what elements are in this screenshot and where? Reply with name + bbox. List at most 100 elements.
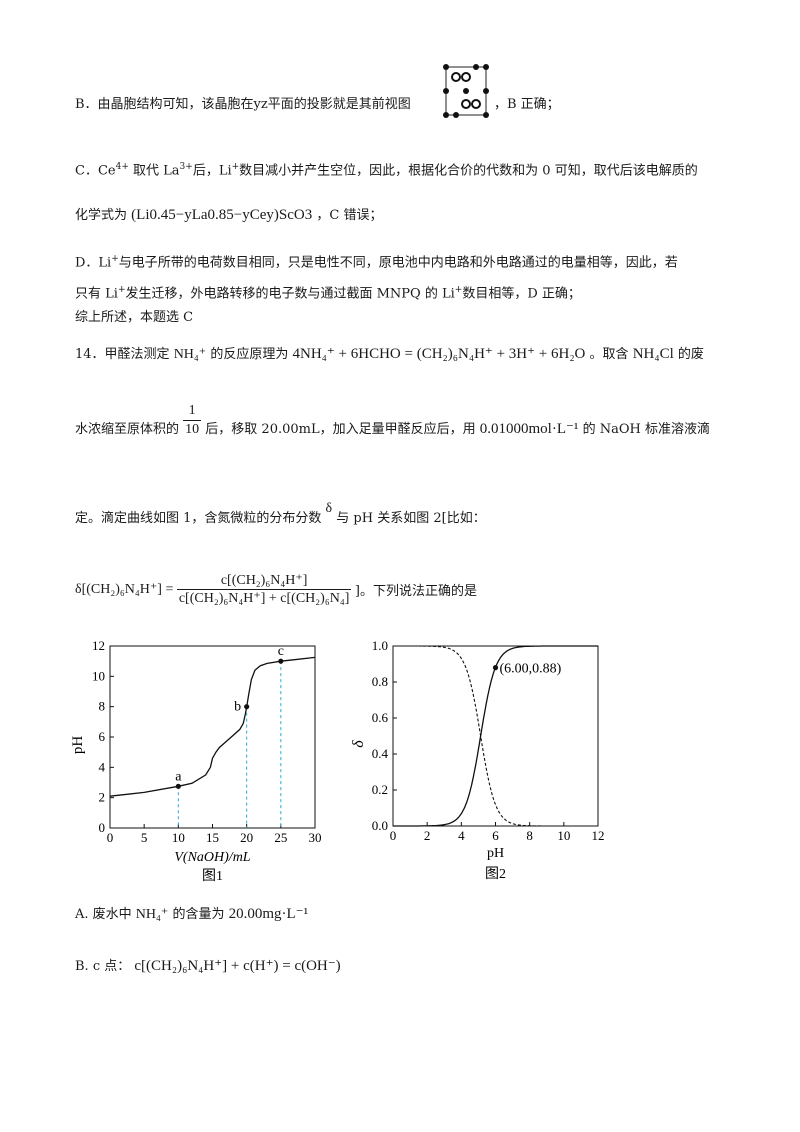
text-part: 只有 Li bbox=[75, 286, 118, 302]
text-part: B. c 点： bbox=[75, 959, 131, 974]
y-tick-label: 0.0 bbox=[372, 818, 388, 833]
text-part: 的含量为 bbox=[172, 907, 225, 922]
summary-text: 综上所述，本题选 C bbox=[75, 310, 194, 325]
text-part: 取代 La bbox=[128, 163, 180, 179]
y-axis-label: δ bbox=[350, 740, 367, 748]
question-14-stem-3: 定。滴定曲线如图 1，含氮微粒的分布分数 δ 与 pH 关系如图 2[比如： bbox=[75, 501, 486, 528]
definition-denominator: c[(CH₂)₆N₄H⁺] + c[(CH₂)₆N₄] bbox=[176, 589, 352, 606]
reaction-equation: 4NH₄⁺ + 6HCHO = (CH₂)₆N₄H⁺ + 3H⁺ + 6H₂O bbox=[292, 346, 586, 362]
charge: 4+ bbox=[115, 162, 129, 172]
x-tick-label: 5 bbox=[141, 830, 148, 845]
definition-fraction: c[(CH₂)₆N₄H⁺] c[(CH₂)₆N₄H⁺] + c[(CH₂)₆N₄… bbox=[176, 572, 352, 607]
crystal-projection-figure bbox=[443, 64, 489, 118]
option-c-formula-line: 化学式为 (Li0.45−yLa0.85−yCey)ScO3 ，C 错误； bbox=[75, 206, 382, 225]
y-tick-label: 2 bbox=[99, 790, 106, 805]
charge: + bbox=[117, 285, 126, 295]
plot-frame bbox=[392, 645, 599, 827]
ammonium-formula: NH₄⁺ bbox=[135, 907, 169, 922]
option-c-verdict: ，C 错误； bbox=[316, 208, 383, 223]
ammonium-content-value: 20.00mg·L⁻¹ bbox=[228, 906, 309, 922]
option-b-explanation: B．由晶胞结构可知，该晶胞在yz平面的投影就是其前视图 bbox=[75, 96, 411, 114]
text-part: 。取含 bbox=[589, 347, 629, 362]
point-label: a bbox=[175, 769, 182, 784]
distribution-fraction-definition: δ[(CH₂)₆N₄H⁺] = c[(CH₂)₆N₄H⁺] c[(CH₂)₆N₄… bbox=[75, 572, 477, 607]
option-b-suffix: ，B 正确； bbox=[494, 96, 560, 114]
option-d-verdict: 数目相等，D 正确； bbox=[462, 286, 581, 302]
y-tick-label: 0.6 bbox=[372, 710, 389, 725]
point-label: c bbox=[278, 644, 284, 659]
x-tick-label: 4 bbox=[458, 828, 465, 843]
text-part: D．Li bbox=[75, 255, 112, 271]
x-tick-label: 15 bbox=[206, 830, 219, 845]
annotated-point bbox=[492, 665, 499, 671]
acid-form-curve bbox=[393, 645, 598, 827]
y-tick-label: 4 bbox=[99, 759, 106, 774]
charge: + bbox=[111, 254, 119, 264]
x-tick-label: 25 bbox=[274, 830, 287, 845]
text-part: 与电子所带的电荷数目相同，只是电性不同，原电池中内电路和外电路通过的电量相等，因… bbox=[118, 255, 678, 271]
text-part: 发生迁移，外电路转移的电子数与通过截面 MNPQ 的 Li bbox=[125, 286, 455, 302]
x-tick-label: 30 bbox=[309, 830, 322, 845]
y-tick-label: 6 bbox=[99, 729, 106, 744]
charge: + bbox=[454, 285, 463, 295]
titration-curve-chart: 0 5 10 15 20 25 30 0 2 4 6 8 10 12 a b c V(NaOH)/mL 图1 pH bbox=[70, 638, 322, 884]
ammonium-chloride-formula: NH₄Cl bbox=[632, 346, 674, 362]
option-b-verdict: ，B 正确； bbox=[494, 97, 560, 112]
y-tick-label: 8 bbox=[99, 699, 106, 714]
text-part: A. 废水中 bbox=[75, 907, 132, 922]
x-tick-label: 0 bbox=[107, 830, 114, 845]
fraction-one-tenth: 1 10 bbox=[183, 402, 202, 439]
text-part: 定。滴定曲线如图 1，含氮微粒的分布分数 bbox=[75, 511, 322, 526]
text-part: 的 NaOH 标准溶液滴 bbox=[582, 422, 710, 437]
y-axis-label: pH bbox=[70, 736, 86, 755]
naoh-concentration: 0.01000mol·L⁻¹ bbox=[479, 421, 579, 437]
base-form-curve bbox=[393, 645, 598, 827]
y-tick-label: 1.0 bbox=[372, 638, 388, 653]
y-tick-label: 0.8 bbox=[372, 674, 388, 689]
option-b-text: B．由晶胞结构可知，该晶胞在yz平面的投影就是其前视图 bbox=[75, 97, 411, 112]
text-part: 数目减小并产生空位，因此，根据化合价的代数和为 0 可知，取代后该电解质的 bbox=[239, 163, 698, 179]
x-tick-label: 2 bbox=[424, 828, 431, 843]
y-tick-label: 10 bbox=[92, 668, 105, 683]
summary-line: 综上所述，本题选 C bbox=[75, 309, 193, 327]
text-part: 水浓缩至原体积的 bbox=[75, 422, 180, 437]
fraction-numerator: 1 bbox=[188, 403, 196, 418]
point-b bbox=[244, 704, 250, 710]
question-14-stem: 14．甲醛法测定 NH₄⁺ 的反应原理为 4NH₄⁺ + 6HCHO = (CH… bbox=[75, 345, 704, 364]
titration-curve bbox=[109, 656, 316, 797]
point-c bbox=[278, 658, 284, 664]
x-tick-label: 8 bbox=[526, 828, 533, 843]
y-tick-label: 0 bbox=[99, 820, 106, 835]
x-tick-label: 6 bbox=[492, 828, 499, 843]
question-14-stem-2: 水浓缩至原体积的 1 10 后，移取 20.00mL，加入足量甲醛反应后，用 0… bbox=[75, 403, 710, 439]
ammonium-formula: NH₄⁺ bbox=[173, 347, 207, 362]
option-a: A. 废水中 NH₄⁺ 的含量为 20.00mg·L⁻¹ bbox=[75, 905, 308, 924]
annotation-label: (6.00,0.88) bbox=[500, 662, 562, 677]
x-axis-label: pH bbox=[487, 846, 504, 861]
option-b: B. c 点： c[(CH₂)₆N₄H⁺] + c(H⁺) = c(OH⁻) bbox=[75, 957, 341, 976]
text-part: 化学式为 bbox=[75, 208, 128, 223]
figure-caption: 图1 bbox=[202, 869, 223, 884]
x-tick-label: 20 bbox=[240, 830, 253, 845]
distribution-fraction-chart: 0 2 4 6 8 10 12 0.0 0.2 0.4 0.6 0.8 1.0 (6.00,0.88) pH… bbox=[350, 638, 605, 882]
y-tick-label: 0.4 bbox=[372, 746, 389, 761]
text-part: 后，Li bbox=[192, 163, 232, 179]
x-tick-label: 0 bbox=[390, 828, 397, 843]
x-tick-label: 12 bbox=[592, 828, 605, 843]
text-part: 与 pH 关系如图 2[比如： bbox=[336, 511, 486, 526]
x-axis-label: V(NaOH)/mL bbox=[174, 850, 250, 865]
text-part: 的废 bbox=[677, 347, 704, 362]
figure-caption: 图2 bbox=[485, 867, 506, 882]
charge: + bbox=[231, 162, 240, 172]
definition-numerator: c[(CH₂)₆N₄H⁺] bbox=[220, 573, 308, 588]
text-part: 后，移取 20.00mL，加入足量甲醛反应后，用 bbox=[205, 422, 476, 437]
charge: 3+ bbox=[179, 162, 193, 172]
x-tick-label: 10 bbox=[557, 828, 570, 843]
charge-balance-expression: c[(CH₂)₆N₄H⁺] + c(H⁺) = c(OH⁻) bbox=[134, 958, 341, 974]
text-part: C．Ce bbox=[75, 163, 116, 179]
fraction-denominator: 10 bbox=[183, 420, 202, 437]
option-d-explanation: D．Li+与电子所带的电荷数目相同，只是电性不同，原电池中内电路和外电路通过的电… bbox=[75, 250, 678, 272]
option-d-explanation-2: 只有 Li+发生迁移，外电路转移的电子数与通过截面 MNPQ 的 Li+数目相等… bbox=[75, 281, 581, 303]
y-tick-label: 0.2 bbox=[372, 782, 388, 797]
definition-lhs: δ[(CH₂)₆N₄H⁺] = bbox=[75, 582, 174, 597]
